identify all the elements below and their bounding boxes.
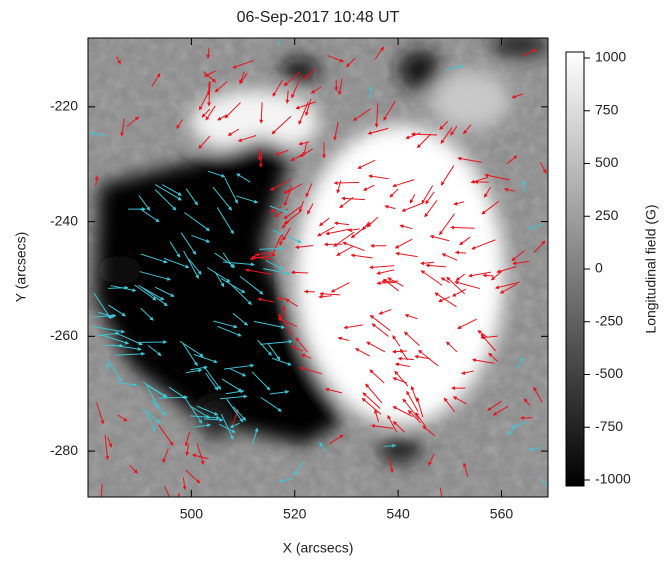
colorbar-tick-label: 0	[595, 260, 603, 276]
colorbar-tick-label: -500	[595, 365, 623, 381]
x-tick-label: 560	[490, 506, 514, 522]
colorbar-tick-label: 1000	[595, 49, 626, 65]
colorbar-tick-label: -250	[595, 312, 623, 328]
colorbar	[566, 52, 584, 486]
colorbar-tick-label: -1000	[595, 471, 631, 487]
chart: 06-Sep-2017 10:48 UT X (arcsecs) Y (arcs…	[0, 0, 664, 562]
x-tick-label: 520	[283, 506, 307, 522]
x-tick-label: 500	[180, 506, 204, 522]
chart-title: 06-Sep-2017 10:48 UT	[237, 9, 400, 26]
magnetogram	[88, 33, 551, 512]
y-axis-label: Y (arcsecs)	[13, 232, 29, 303]
y-tick-label: -280	[50, 442, 78, 458]
y-tick-label: -220	[50, 98, 78, 114]
x-tick-label: 540	[386, 506, 410, 522]
colorbar-tick-label: 750	[595, 101, 619, 117]
colorbar-tick-label: 500	[595, 154, 619, 170]
colorbar-label: Longitudinal field (G)	[643, 204, 659, 333]
y-tick-label: -260	[50, 327, 78, 343]
x-axis-label: X (arcsecs)	[283, 540, 354, 556]
colorbar-tick-label: 250	[595, 207, 619, 223]
colorbar-tick-label: -750	[595, 418, 623, 434]
y-tick-label: -240	[50, 212, 78, 228]
